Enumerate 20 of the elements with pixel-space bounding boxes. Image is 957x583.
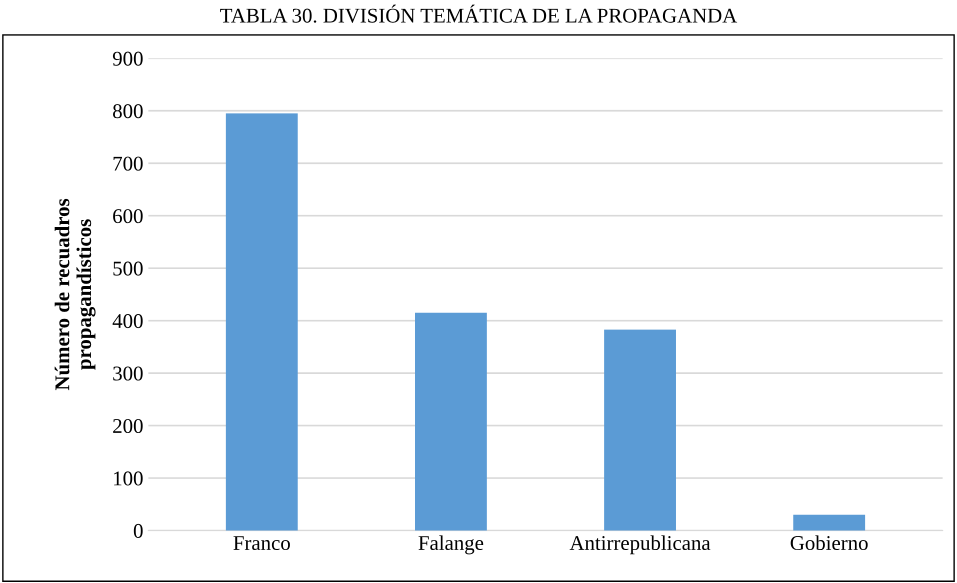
y-axis-title: Número de recuadros propagandísticos xyxy=(54,198,96,390)
x-tick-label: Falange xyxy=(418,535,484,554)
y-tick-label: 200 xyxy=(113,418,143,434)
bar xyxy=(793,514,866,531)
y-tick-label: 0 xyxy=(134,524,143,538)
bar xyxy=(604,330,676,531)
y-tick-label: 900 xyxy=(112,52,143,66)
bar xyxy=(226,113,298,531)
chart-title: TABLA 30. DIVISIÓN TEMÁTICA DE LA PROPAGANDA xyxy=(220,4,738,23)
x-tick-label: Antirrepublicana xyxy=(570,535,710,554)
x-tick-label: Gobierno xyxy=(790,535,868,550)
y-tick-label: 100 xyxy=(114,471,143,486)
y-tick-label: 800 xyxy=(113,104,143,118)
y-tick-label: 400 xyxy=(112,314,143,328)
y-tick-label: 600 xyxy=(113,209,143,224)
bar xyxy=(414,312,487,531)
y-tick-label: 500 xyxy=(113,262,143,276)
x-tick-label: Franco xyxy=(233,536,290,550)
y-tick-label: 700 xyxy=(114,156,143,171)
y-tick-label: 300 xyxy=(113,366,143,381)
